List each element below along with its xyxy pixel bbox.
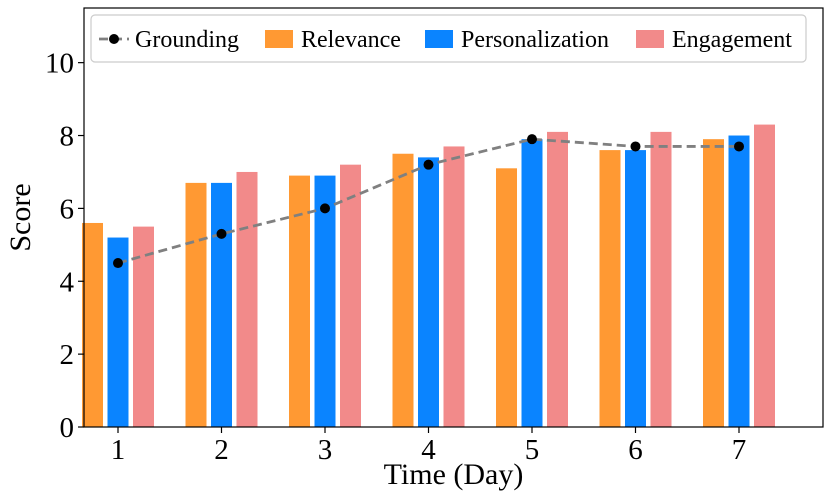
- bar-engagement-3: [340, 164, 361, 428]
- bar-relevance-1: [82, 222, 103, 427]
- legend-swatch-relevance: [265, 30, 293, 48]
- y-axis-label: Score: [4, 183, 37, 251]
- bar-relevance-2: [185, 182, 207, 427]
- point-grounding-7: [734, 141, 744, 152]
- bar-relevance-7: [703, 139, 724, 428]
- x-tick-label-2: 2: [214, 434, 229, 466]
- plot-frame: [83, 7, 824, 428]
- bar-personalization-4: [418, 157, 439, 427]
- bar-personalization-5: [521, 139, 543, 428]
- bar-personalization-6: [625, 150, 646, 427]
- legend: Grounding Relevance Personalization Engagem…: [90, 14, 807, 63]
- y-tick-label-6: 6: [60, 193, 75, 225]
- y-tick-label-10: 10: [45, 48, 74, 80]
- point-grounding-1: [113, 258, 123, 269]
- bar-relevance-5: [496, 168, 517, 427]
- x-tick-label-6: 6: [628, 434, 643, 466]
- plot-area: [82, 124, 775, 428]
- y-tick-label-2: 2: [60, 339, 75, 371]
- point-grounding-3: [320, 203, 330, 214]
- x-tick-label-4: 4: [421, 434, 436, 466]
- bar-personalization-3: [314, 175, 336, 427]
- x-tick-label-3: 3: [318, 434, 333, 466]
- y-tick-label-8: 8: [60, 121, 75, 153]
- bar-personalization-2: [211, 182, 232, 427]
- legend-marker-grounding: [109, 34, 119, 44]
- bar-engagement-4: [443, 146, 465, 427]
- bar-engagement-7: [754, 124, 775, 427]
- point-grounding-4: [423, 159, 434, 170]
- bar-personalization-1: [107, 237, 129, 427]
- legend-swatch-engagement: [636, 30, 664, 48]
- bar-engagement-6: [650, 131, 672, 427]
- legend-label-engagement: Engagement: [672, 27, 792, 53]
- point-grounding-6: [630, 141, 641, 152]
- bar-relevance-6: [599, 150, 621, 427]
- legend-label-relevance: Relevance: [301, 27, 401, 53]
- x-tick-label-7: 7: [732, 434, 747, 466]
- x-axis-label: Time (Day): [384, 458, 524, 491]
- x-tick-label-5: 5: [525, 434, 540, 466]
- x-tick-label-1: 1: [111, 434, 126, 466]
- bar-engagement-1: [133, 226, 154, 427]
- y-tick-label-4: 4: [60, 266, 75, 298]
- legend-swatch-personalization: [425, 30, 453, 48]
- bar-personalization-7: [728, 135, 750, 427]
- bar-engagement-2: [236, 171, 258, 427]
- legend-label-personalization: Personalization: [461, 27, 609, 53]
- point-grounding-2: [216, 228, 227, 239]
- bar-engagement-5: [547, 131, 568, 427]
- point-grounding-5: [527, 134, 537, 145]
- legend-label-grounding: Grounding: [135, 27, 239, 53]
- bar-relevance-3: [289, 175, 310, 427]
- y-tick-label-0: 0: [60, 412, 75, 444]
- bar-relevance-4: [392, 153, 414, 428]
